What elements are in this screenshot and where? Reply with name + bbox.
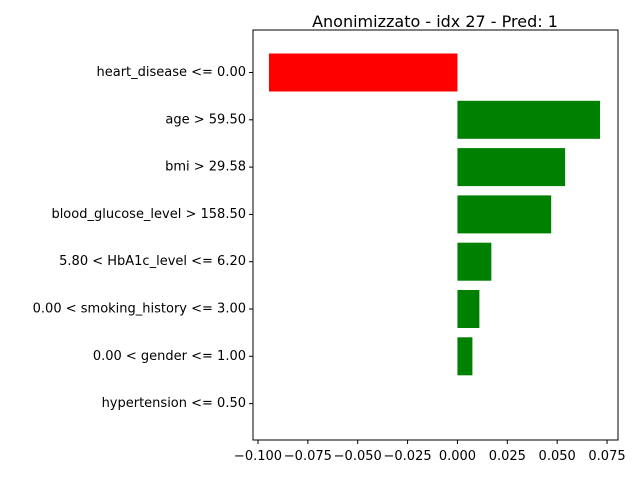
chart-title: Anonimizzato - idx 27 - Pred: 1 (312, 12, 558, 31)
y-tick-label-7: hypertension <= 0.50 (102, 396, 246, 411)
x-axis-ticks: −0.100 −0.075 −0.050 −0.025 0.000 0.025 0.050 0… (234, 440, 626, 464)
y-tick-label-1: age > 59.50 (165, 112, 246, 127)
x-tick-label-2: −0.050 (334, 449, 382, 464)
bar-0 (268, 53, 458, 92)
bars-group (268, 53, 601, 376)
y-tick-label-4: 5.80 < HbA1c_level <= 6.20 (59, 254, 246, 269)
plot-frame (252, 29, 619, 441)
x-tick-label-5: 0.025 (489, 449, 526, 464)
bar-1 (457, 100, 601, 139)
y-tick-label-6: 0.00 < gender <= 1.00 (93, 349, 246, 364)
y-tick-label-5: 0.00 < smoking_history <= 3.00 (33, 302, 246, 317)
bar-2 (457, 148, 566, 187)
y-axis-ticks: heart_disease <= 0.00 age > 59.50 bmi > 29… (33, 65, 253, 411)
bar-6 (457, 337, 473, 376)
bar-3 (457, 195, 552, 234)
x-tick-label-6: 0.050 (539, 449, 576, 464)
y-tick-label-2: bmi > 29.58 (165, 160, 246, 175)
bar-4 (457, 242, 492, 281)
x-tick-label-3: −0.025 (384, 449, 432, 464)
y-tick-label-3: blood_glucose_level > 158.50 (51, 207, 246, 222)
bar-5 (457, 290, 480, 328)
x-tick-label-0: −0.100 (234, 449, 282, 464)
y-tick-label-0: heart_disease <= 0.00 (96, 65, 246, 80)
x-tick-label-4: 0.000 (439, 449, 476, 464)
x-tick-label-1: −0.075 (284, 449, 332, 464)
x-tick-label-7: 0.075 (588, 449, 625, 464)
